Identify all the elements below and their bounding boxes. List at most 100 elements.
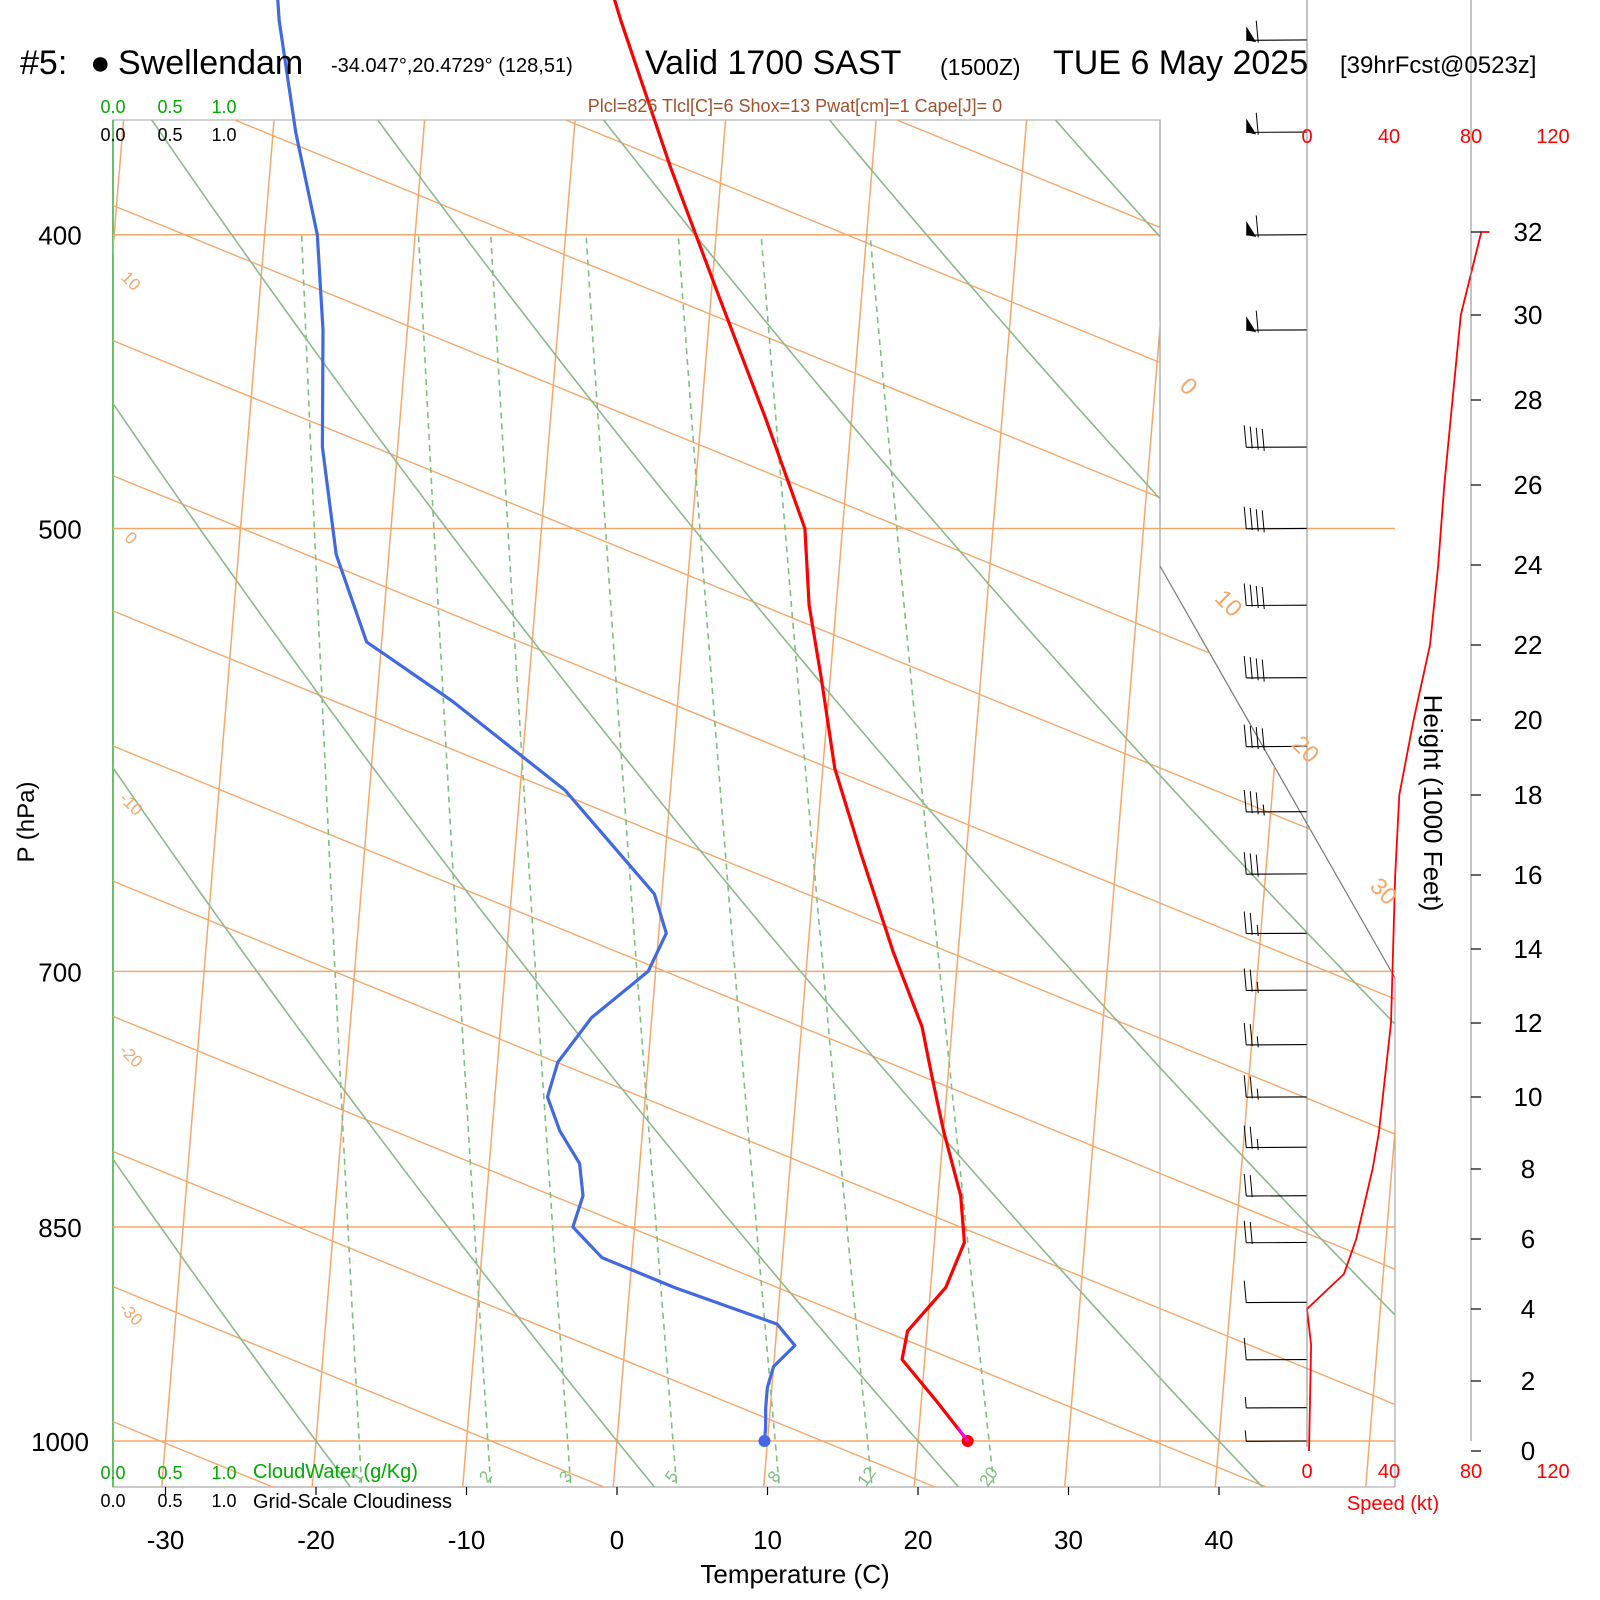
height-tick-label: 2 (1521, 1366, 1535, 1396)
cloudwater-scale-top: 0.0 (100, 97, 125, 117)
plot-frame (112, 119, 1161, 1488)
speed-tick-label-top: 120 (1536, 126, 1569, 148)
isotherm-line (158, 120, 317, 1487)
wind-barb (1243, 789, 1308, 816)
x-tick-label: 0 (610, 1525, 624, 1555)
isotherm-line (113, 120, 1395, 1487)
mixing-ratio-line (490, 234, 573, 1487)
cloudwater-scale-bottom: 0.0 (100, 1463, 125, 1483)
isotherm-line (1211, 120, 1370, 1487)
wind-barb (1243, 911, 1308, 937)
dry-adiabat (113, 120, 671, 1487)
wind-barb (1243, 655, 1308, 682)
mixing-ratio-label: 3 (555, 1467, 576, 1486)
cloudwater-label: CloudWater (g/Kg) (253, 1461, 418, 1483)
x-tick-label: -10 (448, 1525, 486, 1555)
speed-tick-label-bottom: 80 (1460, 1461, 1482, 1483)
isotherm-label: 10 (117, 268, 144, 295)
wind-barb (1246, 20, 1308, 43)
dry-adiabat (635, 120, 1395, 1487)
height-tick-label: 6 (1521, 1224, 1535, 1254)
speed-tick-label-top: 0 (1301, 126, 1312, 148)
isotherm-label: 0 (1174, 372, 1203, 401)
isotherm-line (1317, 120, 1395, 1487)
height-tick-label: 10 (1514, 1082, 1543, 1112)
temperature-line (612, 0, 969, 1442)
axes: 0040408080120120024681012141618202224262… (31, 0, 1570, 1555)
surface-dewpoint-marker (758, 1435, 771, 1447)
isotherm-line (113, 120, 1011, 1487)
isotherm-line (113, 120, 680, 1487)
background-layer (112, 119, 1396, 1488)
isotherm-line (459, 120, 618, 1487)
cloudwater-scale-bottom: 1.0 (211, 1463, 236, 1483)
mixing-ratio-label: 12 (854, 1464, 880, 1490)
isotherm-line (910, 120, 1069, 1487)
wind-barb (1243, 1337, 1308, 1361)
x-tick-label: 40 (1205, 1525, 1234, 1555)
mixing-ratio-label: 5 (661, 1467, 682, 1486)
mixing-ratio-line (300, 234, 364, 1487)
isotherm-line (655, 120, 1395, 1487)
height-tick-label: 18 (1514, 780, 1543, 810)
wind-barb (1243, 968, 1308, 993)
isotherm-label: 10 (1209, 585, 1247, 623)
isotherm-line (1362, 120, 1395, 1487)
wind-speed-profile (1306, 231, 1490, 1452)
x-tick-label: 30 (1054, 1525, 1083, 1555)
wind-barb (1243, 425, 1308, 451)
height-tick-label: 4 (1521, 1294, 1535, 1324)
isotherm-line (113, 120, 1395, 1487)
cloudiness-scale-top: 1.0 (211, 125, 236, 145)
wind-barb (1243, 724, 1308, 751)
height-tick-label: 22 (1514, 630, 1543, 660)
isotherm-line (113, 120, 1395, 1487)
height-tick-label: 0 (1521, 1436, 1535, 1466)
x-tick-label: -20 (297, 1525, 335, 1555)
isotherm-label: 20 (1286, 731, 1324, 769)
height-tick-label: 16 (1514, 860, 1543, 890)
speed-tick-label-bottom: 40 (1378, 1461, 1400, 1483)
mixing-ratio-label: 20 (976, 1464, 1002, 1490)
surface-parcel-segment (956, 1426, 969, 1442)
indices-text: Plcl=826 Tlcl[C]=6 Shox=13 Pwat[cm]=1 Ca… (588, 96, 1002, 116)
cloudiness-scale-top: 0.5 (157, 125, 182, 145)
cloudiness-label: Grid-Scale Cloudiness (253, 1491, 452, 1513)
mixing-ratio-lines (300, 234, 997, 1487)
station-coords: -34.047°,20.4729° (128,51) (331, 55, 573, 77)
isotherm-lines (113, 120, 1395, 1487)
y-axis-title: P (hPa) (13, 782, 40, 863)
wind-barb (1243, 852, 1308, 877)
isotherm-line (113, 120, 1342, 1487)
dry-adiabat (113, 120, 1395, 1487)
wind-barb (1243, 1280, 1308, 1304)
isotherm-line (323, 120, 1395, 1487)
height-tick-label: 30 (1514, 300, 1543, 330)
frame-diagonal (1159, 565, 1396, 979)
pressure-tick-label: 400 (38, 221, 81, 251)
isotherm-line (609, 120, 768, 1487)
x-tick-label: 10 (753, 1525, 782, 1555)
wind-barb (1243, 506, 1308, 533)
pressure-tick-label: 1000 (31, 1427, 89, 1457)
wind-barb (1244, 1396, 1308, 1409)
wind-barb (1244, 1430, 1308, 1442)
dry-adiabat (113, 120, 976, 1487)
wind-barb (1243, 1220, 1308, 1245)
x-tick-label: -30 (147, 1525, 185, 1555)
isotherm-line (113, 120, 1395, 1487)
dry-adiabat (113, 120, 365, 1487)
isotherm-label: 30 (1364, 873, 1402, 911)
isotherm-line (760, 120, 919, 1487)
height-tick-label: 28 (1514, 385, 1543, 415)
isotherm-line (113, 120, 1395, 1487)
wind-barb (1246, 112, 1308, 135)
cloudwater-scale-bottom: 0.5 (157, 1463, 182, 1483)
dry-adiabat (838, 120, 1395, 1487)
cloudiness-scale-bottom: 0.0 (100, 1491, 125, 1511)
height-tick-label: 26 (1514, 470, 1543, 500)
height-tick-label: 20 (1514, 705, 1543, 735)
x-axis-title: Temperature (C) (700, 1559, 889, 1589)
height-tick-label: 14 (1514, 934, 1543, 964)
